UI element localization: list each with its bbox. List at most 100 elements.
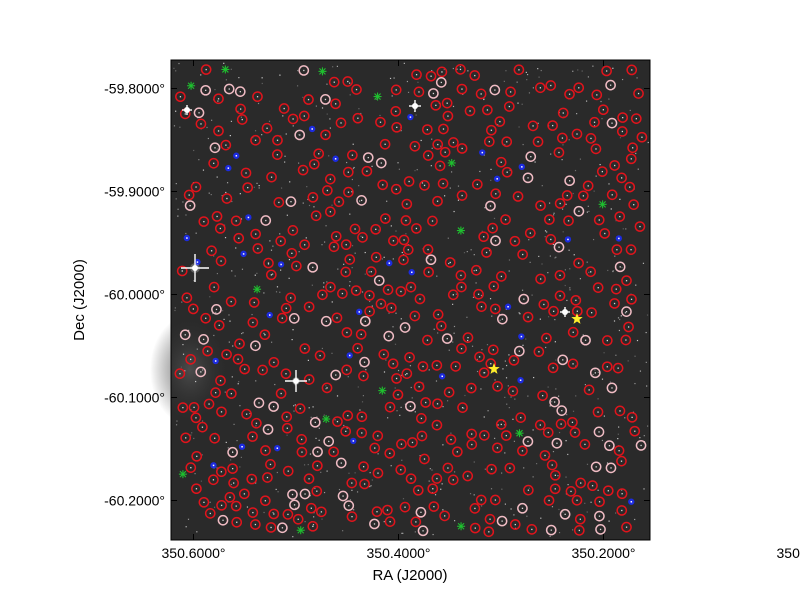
blue-marker-center <box>197 261 199 263</box>
marker-center-star <box>333 451 334 452</box>
faint-star <box>249 413 250 414</box>
marker-center-star <box>384 144 385 145</box>
marker-center-star <box>336 317 337 318</box>
faint-star <box>326 281 327 282</box>
marker-center-star <box>561 410 562 411</box>
faint-star <box>514 441 515 442</box>
faint-star <box>226 442 227 443</box>
marker-center-star <box>185 437 186 438</box>
marker-center-star <box>495 193 496 194</box>
faint-star <box>392 326 393 327</box>
faint-star <box>508 385 509 386</box>
marker-center-star <box>318 153 319 154</box>
faint-star <box>327 113 328 114</box>
green-star-marker <box>448 159 456 167</box>
faint-star <box>193 438 194 439</box>
marker-center-star <box>610 85 611 86</box>
marker-center-star <box>236 220 237 221</box>
faint-star <box>494 438 495 439</box>
faint-star <box>528 239 529 240</box>
faint-star <box>394 77 395 78</box>
faint-star <box>563 231 564 232</box>
marker-center-star <box>590 271 591 272</box>
faint-star <box>230 135 231 136</box>
marker-center-star <box>553 311 554 312</box>
marker-center-star <box>563 112 564 113</box>
marker-center-star <box>252 436 253 437</box>
faint-star <box>391 225 392 226</box>
faint-star <box>174 310 175 311</box>
faint-star <box>274 384 275 385</box>
faint-star <box>397 162 398 163</box>
faint-star <box>241 457 242 458</box>
faint-star <box>505 70 506 71</box>
faint-star <box>309 407 310 408</box>
marker-center-star <box>523 298 524 299</box>
marker-center-star <box>264 334 265 335</box>
marker-center-star <box>436 425 437 426</box>
faint-star <box>598 490 599 491</box>
faint-star <box>231 69 232 70</box>
faint-star <box>442 406 443 407</box>
marker-center-star <box>256 423 257 424</box>
faint-star <box>555 341 556 342</box>
faint-star <box>181 366 182 367</box>
marker-center-star <box>385 218 386 219</box>
faint-star <box>201 481 202 482</box>
marker-center-star <box>267 477 268 478</box>
faint-star <box>182 344 183 345</box>
marker-center-star <box>515 524 516 525</box>
marker-center-star <box>377 435 378 436</box>
faint-star <box>506 404 507 405</box>
marker-center-star <box>606 70 607 71</box>
faint-star <box>176 183 177 184</box>
faint-star <box>227 182 228 183</box>
marker-center-star <box>599 501 600 502</box>
faint-star <box>401 460 402 461</box>
faint-star <box>541 70 542 71</box>
marker-center-star <box>229 88 230 89</box>
faint-star <box>217 176 218 177</box>
marker-center-star <box>273 406 274 407</box>
faint-star <box>240 193 241 194</box>
faint-star <box>558 396 559 397</box>
faint-star <box>369 271 370 272</box>
marker-center-star <box>196 488 197 489</box>
marker-center-star <box>348 192 349 193</box>
faint-star <box>351 490 352 491</box>
marker-center-star <box>450 262 451 263</box>
faint-star <box>562 512 563 513</box>
faint-star <box>297 85 298 86</box>
marker-center-star <box>576 500 577 501</box>
faint-star <box>509 270 510 271</box>
faint-star <box>209 193 210 194</box>
marker-center-star <box>560 203 561 204</box>
faint-star <box>363 395 364 396</box>
faint-star <box>580 278 581 279</box>
faint-star <box>358 108 359 109</box>
faint-star <box>355 472 356 473</box>
faint-star <box>517 82 518 83</box>
faint-star <box>399 169 400 170</box>
marker-center-star <box>471 433 472 434</box>
marker-center-star <box>621 510 622 511</box>
faint-star <box>509 407 510 408</box>
blue-marker-center <box>280 264 282 266</box>
marker-center-star <box>506 141 507 142</box>
faint-star <box>183 354 184 355</box>
marker-center-star <box>337 421 338 422</box>
marker-center-star <box>422 530 423 531</box>
faint-star <box>202 369 203 370</box>
green-star-marker <box>374 93 382 101</box>
marker-center-star <box>427 249 428 250</box>
marker-center-star <box>596 94 597 95</box>
blue-marker-center <box>248 217 250 219</box>
faint-star <box>352 179 353 180</box>
faint-star <box>297 70 298 71</box>
faint-star <box>447 400 448 401</box>
marker-center-star <box>190 467 191 468</box>
marker-center-star <box>282 318 283 319</box>
faint-star <box>223 63 224 64</box>
marker-center-star <box>626 280 627 281</box>
faint-star <box>573 411 574 412</box>
